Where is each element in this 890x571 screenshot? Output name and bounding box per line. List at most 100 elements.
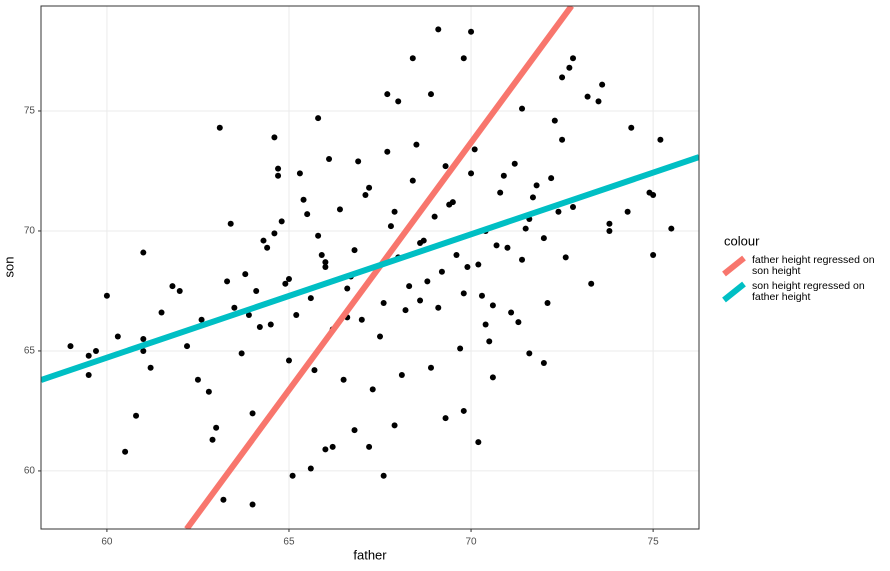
legend-key <box>722 281 746 303</box>
point <box>366 443 373 450</box>
point <box>460 407 467 414</box>
point <box>176 287 183 294</box>
point <box>260 237 267 244</box>
point <box>570 55 577 62</box>
point <box>267 321 274 328</box>
point <box>387 223 394 230</box>
point <box>489 374 496 381</box>
y-tick-label: 65 <box>24 346 36 357</box>
point <box>606 220 613 227</box>
point <box>457 345 464 352</box>
point <box>380 472 387 479</box>
point <box>551 117 558 124</box>
point <box>242 271 249 278</box>
point <box>482 321 489 328</box>
x-tick-label: 60 <box>101 537 113 548</box>
point <box>540 235 547 242</box>
point <box>285 357 292 364</box>
point <box>198 316 205 323</box>
point <box>409 177 416 184</box>
point <box>293 311 300 318</box>
point <box>519 256 526 263</box>
point <box>140 347 147 354</box>
x-tick-label: 65 <box>283 537 295 548</box>
point <box>322 263 329 270</box>
point <box>519 105 526 112</box>
point <box>326 155 333 162</box>
point <box>296 170 303 177</box>
point <box>169 283 176 290</box>
point <box>275 172 282 179</box>
point <box>315 115 322 122</box>
point <box>67 343 74 350</box>
point <box>559 74 566 81</box>
point <box>377 333 384 340</box>
point <box>515 319 522 326</box>
point <box>420 237 427 244</box>
point <box>526 350 533 357</box>
point <box>114 333 121 340</box>
point <box>504 244 511 251</box>
point <box>249 501 256 508</box>
point <box>402 307 409 314</box>
point <box>227 220 234 227</box>
point <box>606 227 613 234</box>
point <box>391 422 398 429</box>
point <box>351 247 358 254</box>
point <box>245 311 252 318</box>
point <box>311 367 318 374</box>
point <box>471 146 478 153</box>
point <box>595 98 602 105</box>
point <box>209 436 216 443</box>
point <box>599 81 606 88</box>
point <box>122 448 129 455</box>
point <box>449 199 456 206</box>
point <box>468 28 475 35</box>
point <box>391 208 398 215</box>
point <box>322 259 329 266</box>
x-axis-title: father <box>353 547 387 562</box>
point <box>548 175 555 182</box>
point <box>355 158 362 165</box>
point <box>322 446 329 453</box>
point <box>409 55 416 62</box>
point <box>344 285 351 292</box>
point <box>435 304 442 311</box>
point <box>85 352 92 359</box>
point <box>205 388 212 395</box>
point <box>300 196 307 203</box>
point <box>468 170 475 177</box>
point <box>460 55 467 62</box>
point <box>318 251 325 258</box>
point <box>650 191 657 198</box>
point <box>278 218 285 225</box>
y-axis-title: son <box>1 257 16 278</box>
y-tick-label: 75 <box>24 106 36 117</box>
point <box>231 304 238 311</box>
point <box>140 335 147 342</box>
point <box>544 299 551 306</box>
point <box>366 184 373 191</box>
point <box>566 64 573 71</box>
point <box>413 141 420 148</box>
point <box>529 194 536 201</box>
point <box>460 290 467 297</box>
point <box>285 275 292 282</box>
point <box>500 172 507 179</box>
point <box>650 251 657 258</box>
legend-title: colour <box>724 233 760 248</box>
point <box>147 364 154 371</box>
point <box>417 297 424 304</box>
point <box>271 134 278 141</box>
y-tick-label: 60 <box>24 466 36 477</box>
point <box>340 376 347 383</box>
point <box>562 254 569 261</box>
point <box>657 136 664 143</box>
regression-line <box>41 154 699 383</box>
point <box>213 424 220 431</box>
point <box>435 26 442 33</box>
point <box>253 287 260 294</box>
point <box>304 211 311 218</box>
